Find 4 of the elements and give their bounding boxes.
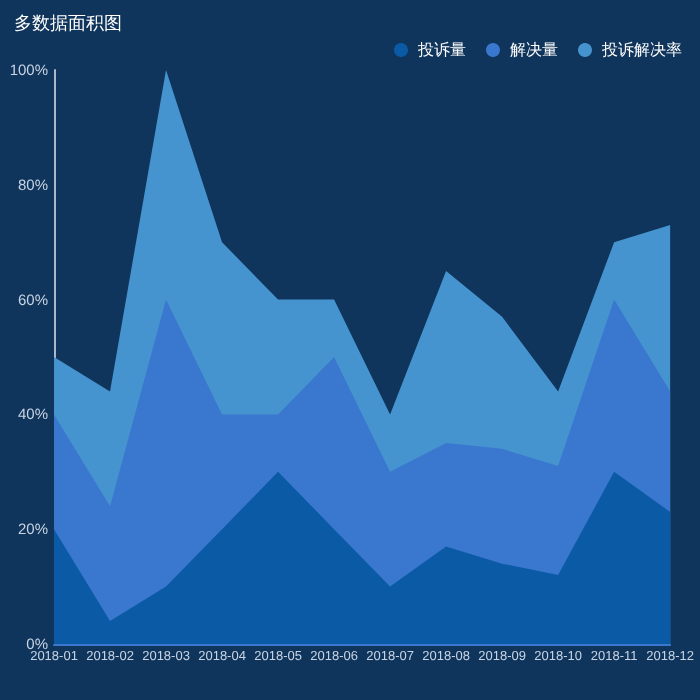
legend-label: 投诉解决率 [600,41,682,59]
legend-label: 解决量 [510,41,558,59]
legend-label: 投诉量 [416,41,466,59]
chart-title: 多数据面积图 [14,13,122,33]
